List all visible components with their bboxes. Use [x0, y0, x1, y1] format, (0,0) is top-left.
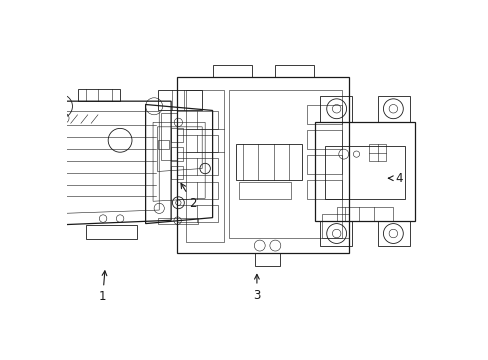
Bar — [325, 145, 404, 199]
Text: 4: 4 — [387, 172, 402, 185]
Bar — [336, 207, 392, 221]
Text: 2: 2 — [181, 184, 197, 210]
Bar — [319, 96, 351, 122]
Bar — [377, 96, 409, 122]
Bar — [315, 122, 414, 221]
Bar — [319, 221, 351, 246]
Bar — [377, 221, 409, 246]
Text: 1: 1 — [99, 271, 106, 303]
Text: 3: 3 — [253, 274, 260, 302]
Bar — [368, 144, 386, 161]
